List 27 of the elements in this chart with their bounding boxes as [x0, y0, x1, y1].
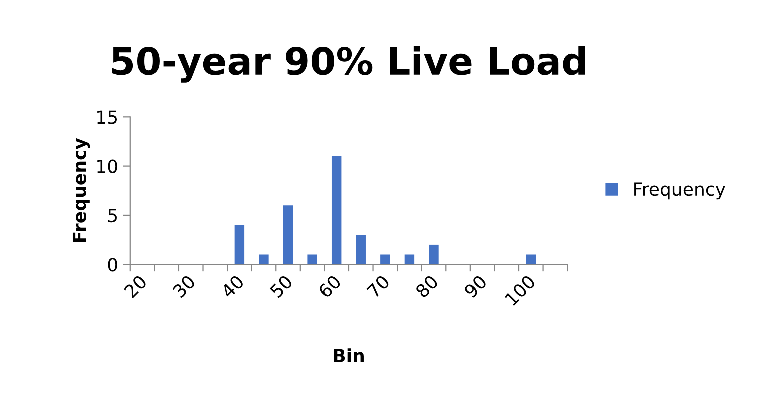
x-tick-label: 70: [366, 274, 391, 299]
bar: [404, 254, 415, 265]
y-tick-label: 0: [108, 258, 118, 272]
x-axis-title: Bin: [334, 348, 364, 362]
bar: [429, 244, 439, 265]
y-tick-label: 10: [98, 160, 118, 174]
bar: [380, 254, 390, 265]
x-tick-label: 50: [269, 274, 294, 299]
bar: [259, 254, 269, 265]
bar: [356, 235, 366, 265]
bar: [234, 225, 245, 265]
chart-title: 50-year 90% Live Load: [112, 46, 586, 83]
x-tick-label: 20: [124, 274, 148, 299]
y-tick-label: 15: [98, 110, 118, 124]
bar: [283, 206, 294, 265]
x-tick-label: 90: [464, 274, 488, 299]
x-tick-label: 40: [220, 274, 245, 299]
x-tick-label: 100: [504, 274, 536, 306]
bar: [332, 156, 342, 265]
bar: [526, 254, 536, 265]
x-tick-label: 30: [172, 274, 196, 299]
x-tick-label: 80: [414, 274, 440, 299]
y-tick-label: 5: [108, 209, 118, 223]
legend-label: Frequency: [634, 182, 726, 200]
y-axis-title: Frequency: [72, 138, 90, 242]
x-tick-label: 60: [318, 274, 342, 299]
bar: [308, 254, 318, 265]
